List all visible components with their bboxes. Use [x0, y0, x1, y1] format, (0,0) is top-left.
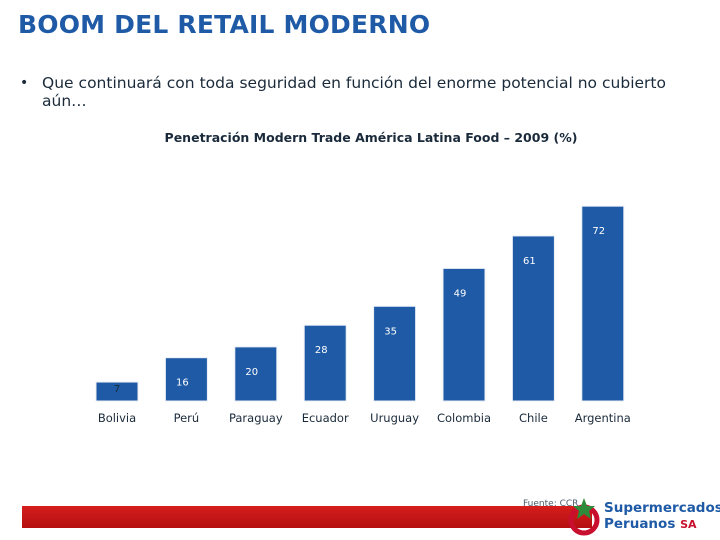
data-label: 35	[384, 326, 397, 337]
bar-colombia	[442, 267, 486, 402]
data-label: 20	[245, 367, 258, 378]
data-label: 28	[315, 345, 328, 356]
category-label: Bolivia	[98, 411, 136, 425]
bar-paraguay	[234, 346, 278, 402]
logo-line-1: Supermercados	[604, 500, 720, 516]
bullet-symbol: •	[20, 75, 29, 91]
logo-sa: SA	[680, 518, 697, 531]
source-note: Fuente: CCR	[523, 499, 579, 509]
category-label: Chile	[519, 411, 548, 425]
footer-bar	[22, 506, 592, 528]
slide-title: BOOM DEL RETAIL MODERNO	[18, 10, 431, 39]
bar-argentina	[581, 205, 625, 402]
bar-chart: 7 Bolivia 16 Perú 20 Paraguay 28 Ecuador 35 Urugu…	[95, 205, 631, 425]
company-logo: Supermercados Peruanos SA	[566, 496, 720, 536]
data-label: 61	[523, 256, 536, 267]
logo-line-2: Peruanos	[604, 516, 676, 532]
category-label: Paraguay	[229, 411, 283, 425]
bar-ecuador	[303, 324, 347, 402]
category-label: Uruguay	[370, 411, 419, 425]
bar-chile	[511, 235, 555, 402]
data-label: 72	[592, 226, 605, 237]
bar-bolivia	[95, 381, 139, 402]
bullet-text: Que continuará con toda seguridad en fun…	[42, 74, 666, 110]
bar-uruguay	[373, 305, 417, 402]
bar-perú	[164, 357, 208, 402]
chart-title: Penetración Modern Trade América Latina …	[164, 130, 578, 145]
data-label: 49	[454, 288, 467, 299]
logo-star-icon	[568, 498, 600, 536]
data-label: 7	[114, 384, 120, 395]
category-label: Perú	[174, 411, 200, 425]
category-label: Argentina	[575, 411, 631, 425]
category-label: Colombia	[437, 411, 491, 425]
category-label: Ecuador	[302, 411, 349, 425]
data-label: 16	[176, 378, 189, 389]
